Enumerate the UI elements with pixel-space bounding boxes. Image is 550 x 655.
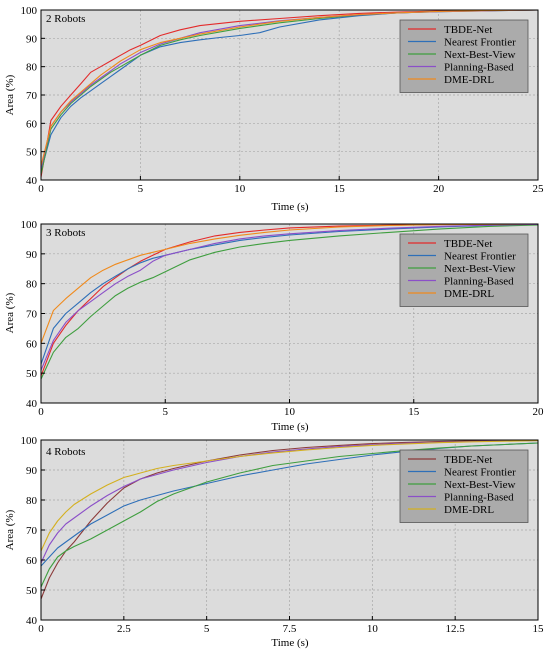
x-tick-label: 0 [38, 623, 44, 635]
series-line-tbde-net [40, 439, 539, 600]
series-line-tbde-net [40, 9, 539, 178]
y-tick-label: 90 [26, 249, 38, 261]
x-tick-label: 7.5 [283, 623, 297, 635]
series-line-next-best-view [40, 224, 539, 380]
panel-label: 3 Robots [46, 227, 85, 239]
y-axis-label: Area (%) [4, 509, 16, 550]
x-axis-label: Time (s) [271, 637, 309, 649]
y-tick-label: 80 [26, 62, 38, 74]
legend-label: Next-Best-View [444, 479, 515, 491]
y-tick-label: 40 [26, 175, 38, 187]
series-line-dme-drl [40, 9, 539, 166]
x-tick-label: 10 [234, 183, 246, 195]
legend-label: Nearest Frontier [444, 251, 516, 263]
x-tick-label: 0 [38, 406, 44, 418]
x-tick-label: 12.5 [446, 623, 466, 635]
legend-label: Planning-Based [444, 276, 514, 288]
y-tick-label: 80 [26, 495, 38, 507]
panel-4-robots: 0 2.5 5 7.5 10 12.5 15 40 50 60 70 80 90 100 4 Robots… [4, 435, 544, 649]
y-tick-label: 60 [26, 118, 38, 130]
series-line-planning-based [40, 223, 539, 371]
x-tick-label: 15 [533, 623, 545, 635]
legend-label: TBDE-Net [444, 24, 492, 36]
legend-label: DME-DRL [444, 504, 494, 516]
y-tick-label: 90 [26, 33, 38, 45]
x-tick-label: 15 [408, 406, 420, 418]
y-tick-label: 50 [26, 368, 38, 380]
y-tick-label: 100 [21, 5, 38, 17]
x-tick-label: 10 [367, 623, 379, 635]
legend-label: DME-DRL [444, 288, 494, 300]
legend-box [399, 233, 529, 307]
series-line-dme-drl [40, 223, 539, 344]
series-line-next-best-view [40, 442, 539, 588]
legend-box [399, 449, 529, 523]
y-axis-label: Area (%) [4, 74, 16, 115]
x-tick-label: 15 [334, 183, 346, 195]
legend-label: TBDE-Net [444, 238, 492, 250]
panel-3-robots: 0 5 10 15 20 40 50 60 70 80 90 100 3 Robots Time (s… [4, 219, 544, 433]
legend-label: TBDE-Net [444, 454, 492, 466]
x-tick-label: 0 [38, 183, 44, 195]
y-tick-label: 50 [26, 585, 38, 597]
y-tick-label: 70 [26, 90, 38, 102]
x-tick-label: 5 [204, 623, 210, 635]
y-tick-label: 40 [26, 398, 38, 410]
panel-label: 2 Robots [46, 13, 85, 25]
legend-box [399, 19, 529, 93]
legend-label: Next-Best-View [444, 49, 515, 61]
x-tick-label: 25 [533, 183, 545, 195]
y-tick-label: 60 [26, 338, 38, 350]
legend-label: Nearest Frontier [444, 37, 516, 49]
legend-label: Nearest Frontier [444, 467, 516, 479]
panel-label: 4 Robots [46, 446, 85, 458]
y-tick-label: 60 [26, 555, 38, 567]
y-tick-label: 70 [26, 309, 38, 321]
legend-label: DME-DRL [444, 74, 494, 86]
x-axis-label: Time (s) [271, 421, 309, 433]
x-tick-label: 20 [533, 406, 545, 418]
legend-label: Planning-Based [444, 492, 514, 504]
x-tick-label: 20 [433, 183, 445, 195]
legend-label: Planning-Based [444, 62, 514, 74]
x-tick-label: 2.5 [117, 623, 131, 635]
y-tick-label: 100 [21, 435, 38, 447]
x-tick-label: 5 [138, 183, 144, 195]
y-tick-label: 50 [26, 147, 38, 159]
x-tick-label: 10 [284, 406, 296, 418]
x-tick-label: 5 [163, 406, 169, 418]
y-tick-label: 80 [26, 279, 38, 291]
y-tick-label: 40 [26, 615, 38, 627]
y-tick-label: 100 [21, 219, 38, 231]
y-axis-label: Area (%) [4, 292, 16, 333]
legend-label: Next-Best-View [444, 263, 515, 275]
series-line-dme-drl [40, 440, 539, 552]
x-axis-label: Time (s) [271, 201, 309, 213]
y-tick-label: 90 [26, 465, 38, 477]
panel-2-robots: 0 5 10 15 20 25 40 50 60 70 80 90 100 2 Robots Time … [4, 5, 544, 213]
y-tick-label: 70 [26, 525, 38, 537]
